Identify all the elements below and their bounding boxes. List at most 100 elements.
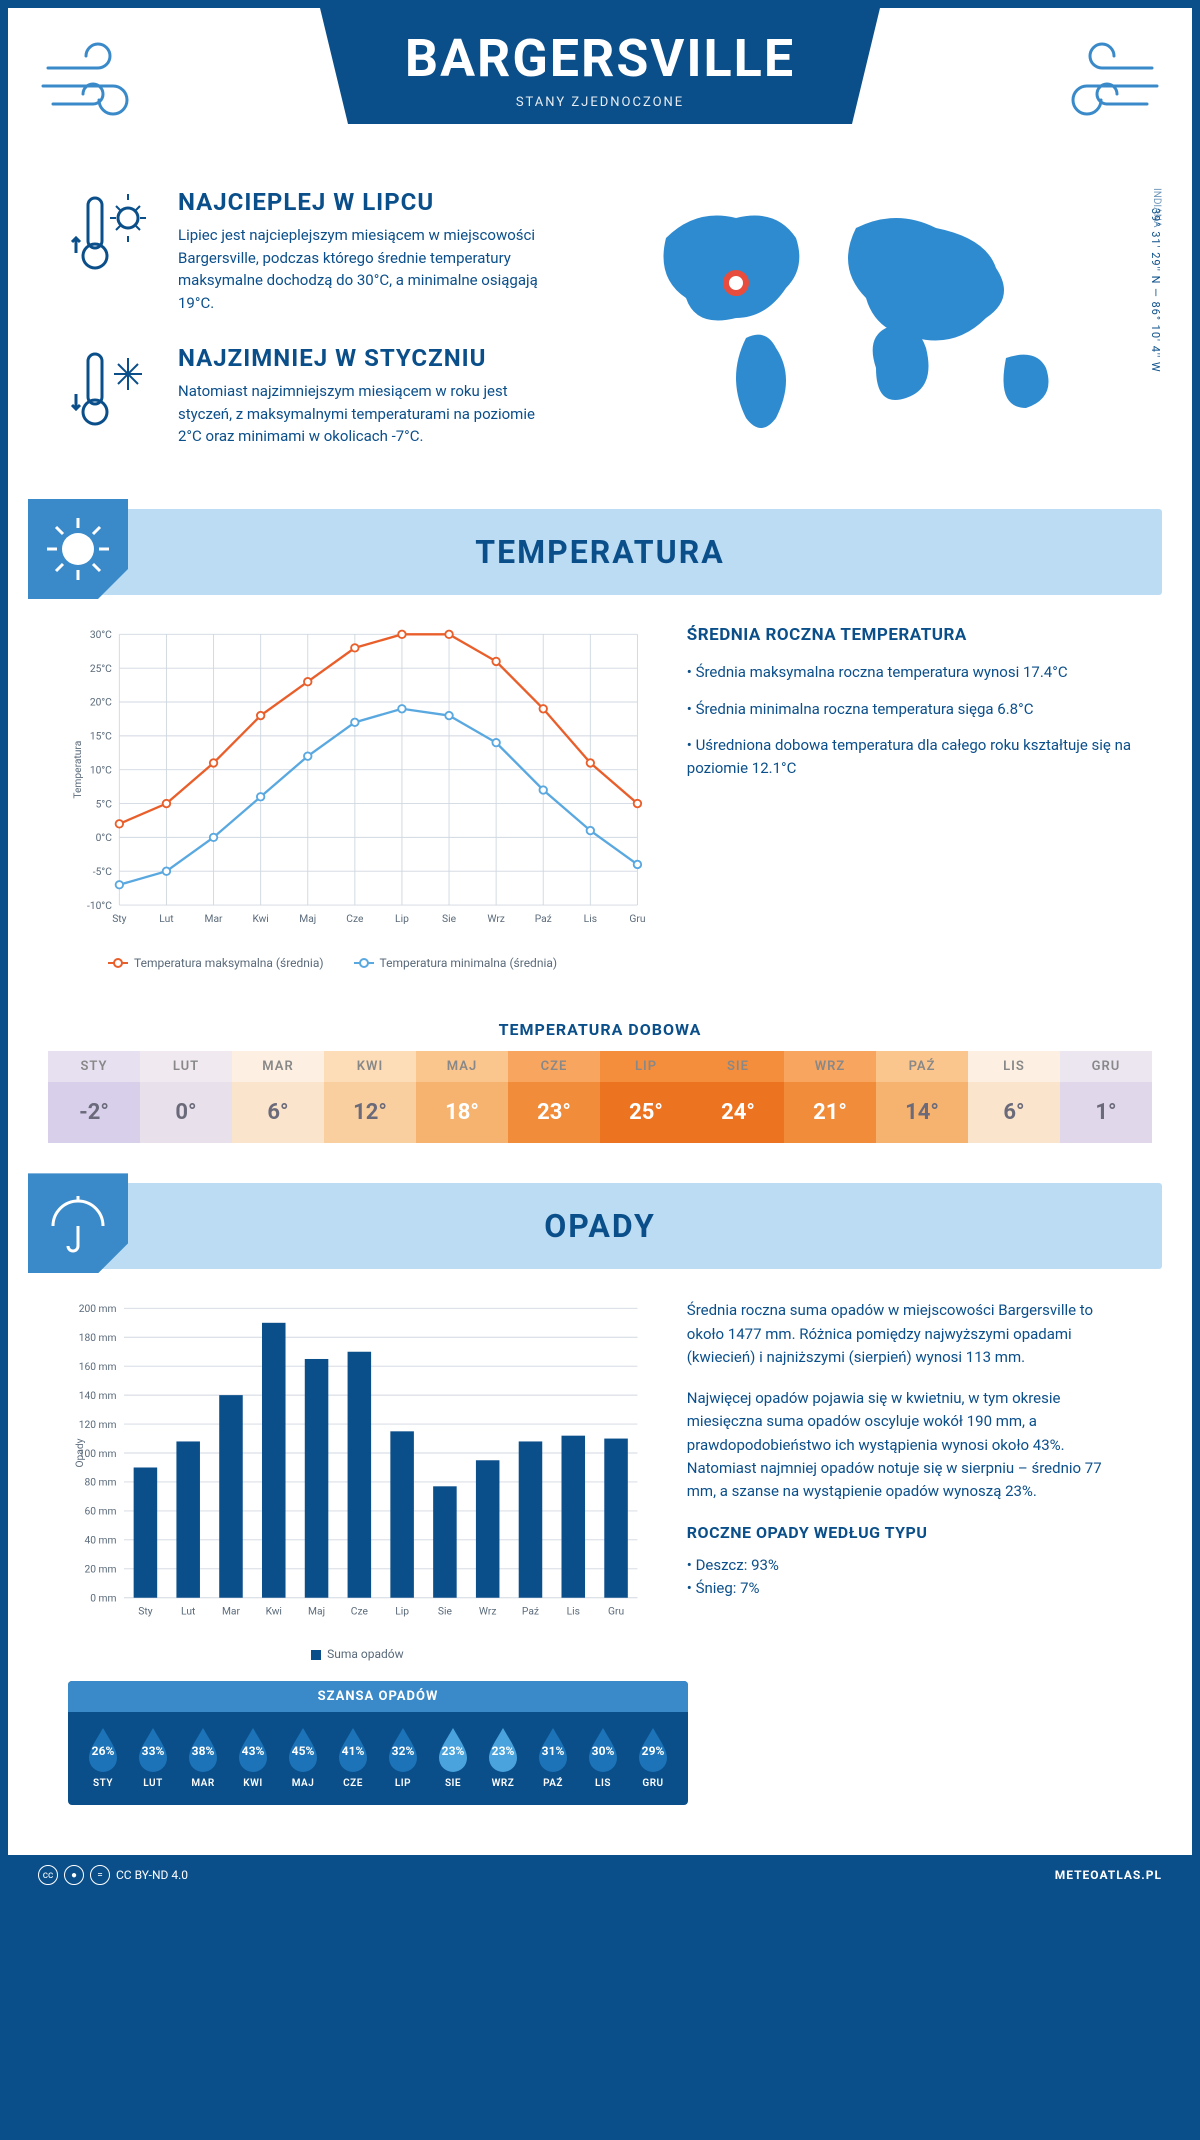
- svg-text:Sty: Sty: [138, 1605, 152, 1618]
- section-banner-temperature: TEMPERATURA: [38, 509, 1162, 595]
- svg-text:120 mm: 120 mm: [79, 1418, 117, 1431]
- chance-cell: 32% LIP: [378, 1726, 428, 1789]
- by-type-item: • Śnieg: 7%: [687, 1577, 1132, 1600]
- raindrop-icon: 26%: [85, 1726, 121, 1772]
- facts-column: NAJCIEPLEJ W LIPCU Lipiec jest najcieple…: [68, 188, 580, 479]
- by-type-item: • Deszcz: 93%: [687, 1554, 1132, 1577]
- license-text: CC BY-ND 4.0: [116, 1868, 188, 1882]
- svg-text:20 mm: 20 mm: [84, 1563, 116, 1576]
- svg-text:Mar: Mar: [205, 912, 224, 925]
- country-name: STANY ZJEDNOCZONE: [320, 95, 880, 110]
- svg-text:Lis: Lis: [584, 912, 597, 925]
- svg-text:Mar: Mar: [222, 1605, 241, 1618]
- fact-text: Lipiec jest najcieplejszym miesiącem w m…: [178, 224, 538, 314]
- svg-text:-10°C: -10°C: [87, 899, 112, 912]
- svg-text:200 mm: 200 mm: [79, 1302, 117, 1315]
- info-bullet: • Średnia minimalna roczna temperatura s…: [687, 698, 1132, 721]
- page: BARGERSVILLE STANY ZJEDNOCZONE NAJCIEPLE…: [8, 8, 1192, 1895]
- fact-title: NAJCIEPLEJ W LIPCU: [178, 188, 538, 216]
- footer: cc ● = CC BY-ND 4.0 METEOATLAS.PL: [8, 1855, 1192, 1895]
- svg-text:Wrz: Wrz: [487, 912, 505, 925]
- raindrop-icon: 45%: [285, 1726, 321, 1772]
- world-map: [620, 188, 1132, 448]
- raindrop-icon: 41%: [335, 1726, 371, 1772]
- daily-temp-table: STY-2°LUT0°MAR6°KWI12°MAJ18°CZE23°LIP25°…: [48, 1051, 1152, 1143]
- info-title: ŚREDNIA ROCZNA TEMPERATURA: [687, 625, 1132, 645]
- raindrop-icon: 23%: [435, 1726, 471, 1772]
- precip-info: Średnia roczna suma opadów w miejscowośc…: [687, 1299, 1132, 1661]
- wind-icon: [1042, 38, 1162, 148]
- precip-body: 0 mm20 mm40 mm60 mm80 mm100 mm120 mm140 …: [8, 1269, 1192, 1681]
- svg-text:Lip: Lip: [395, 1605, 409, 1618]
- chance-cell: 29% GRU: [628, 1726, 678, 1789]
- fact-title: NAJZIMNIEJ W STYCZNIU: [178, 344, 538, 372]
- coordinates: 39° 31' 29'' N — 86° 10' 4'' W: [1149, 208, 1162, 373]
- svg-text:Maj: Maj: [308, 1605, 325, 1618]
- fact-coldest: NAJZIMNIEJ W STYCZNIU Natomiast najzimni…: [68, 344, 580, 449]
- svg-text:30°C: 30°C: [90, 628, 112, 641]
- by-icon: ●: [64, 1865, 84, 1885]
- chance-cell: 23% WRZ: [478, 1726, 528, 1789]
- chance-cell: 26% STY: [78, 1726, 128, 1789]
- chance-panel: SZANSA OPADÓW 26% STY 33% LUT 38% MAR 43…: [68, 1681, 688, 1805]
- svg-text:Gru: Gru: [608, 1605, 624, 1618]
- chance-cell: 43% KWI: [228, 1726, 278, 1789]
- thermometer-sun-icon: [68, 188, 158, 314]
- chance-cell: 33% LUT: [128, 1726, 178, 1789]
- chance-cell: 38% MAR: [178, 1726, 228, 1789]
- wind-icon: [38, 38, 158, 148]
- svg-text:-5°C: -5°C: [93, 865, 112, 878]
- chance-cell: 31% PAŹ: [528, 1726, 578, 1789]
- svg-text:40 mm: 40 mm: [84, 1534, 116, 1547]
- daily-cell: WRZ21°: [784, 1051, 876, 1143]
- svg-text:20°C: 20°C: [90, 696, 112, 709]
- raindrop-icon: 31%: [535, 1726, 571, 1772]
- map-column: INDIANA 39° 31' 29'' N — 86° 10' 4'' W: [620, 188, 1132, 479]
- chance-title: SZANSA OPADÓW: [68, 1681, 688, 1712]
- info-bullet: • Uśredniona dobowa temperatura dla całe…: [687, 734, 1132, 779]
- svg-text:Lut: Lut: [159, 912, 173, 925]
- intro: NAJCIEPLEJ W LIPCU Lipiec jest najcieple…: [8, 188, 1192, 509]
- temperature-info: ŚREDNIA ROCZNA TEMPERATURA • Średnia mak…: [687, 625, 1132, 970]
- svg-text:5°C: 5°C: [96, 797, 113, 810]
- svg-text:0 mm: 0 mm: [90, 1592, 116, 1605]
- precip-text: Najwięcej opadów pojawia się w kwietniu,…: [687, 1387, 1132, 1503]
- daily-temp-title: TEMPERATURA DOBOWA: [8, 1020, 1192, 1039]
- svg-text:Lut: Lut: [181, 1605, 195, 1618]
- precip-chart-wrap: 0 mm20 mm40 mm60 mm80 mm100 mm120 mm140 …: [68, 1299, 647, 1661]
- location-marker: [726, 273, 746, 293]
- license: cc ● = CC BY-ND 4.0: [38, 1865, 188, 1885]
- svg-text:10°C: 10°C: [90, 763, 112, 776]
- daily-cell: KWI12°: [324, 1051, 416, 1143]
- svg-text:Sie: Sie: [442, 912, 457, 925]
- raindrop-icon: 30%: [585, 1726, 621, 1772]
- svg-text:Wrz: Wrz: [479, 1605, 497, 1618]
- svg-text:Cze: Cze: [346, 912, 364, 925]
- city-name: BARGERSVILLE: [320, 28, 880, 89]
- daily-cell: MAJ18°: [416, 1051, 508, 1143]
- chance-cell: 41% CZE: [328, 1726, 378, 1789]
- legend-item: Temperatura maksymalna (średnia): [108, 956, 324, 970]
- svg-text:160 mm: 160 mm: [79, 1360, 117, 1373]
- raindrop-icon: 38%: [185, 1726, 221, 1772]
- svg-text:Lis: Lis: [567, 1605, 580, 1618]
- daily-cell: SIE24°: [692, 1051, 784, 1143]
- sun-icon: [28, 499, 128, 599]
- daily-cell: STY-2°: [48, 1051, 140, 1143]
- raindrop-icon: 43%: [235, 1726, 271, 1772]
- daily-cell: MAR6°: [232, 1051, 324, 1143]
- chance-cell: 23% SIE: [428, 1726, 478, 1789]
- raindrop-icon: 32%: [385, 1726, 421, 1772]
- daily-cell: PAŹ14°: [876, 1051, 968, 1143]
- precip-bar-chart: 0 mm20 mm40 mm60 mm80 mm100 mm120 mm140 …: [68, 1299, 647, 1635]
- fact-text: Natomiast najzimniejszym miesiącem w rok…: [178, 380, 538, 448]
- temperature-legend: Temperatura maksymalna (średnia)Temperat…: [68, 956, 647, 970]
- nd-icon: =: [90, 1865, 110, 1885]
- cc-icon: cc: [38, 1865, 58, 1885]
- svg-text:Temperatura: Temperatura: [71, 740, 84, 798]
- svg-text:Cze: Cze: [351, 1605, 369, 1618]
- by-type-title: ROCZNE OPADY WEDŁUG TYPU: [687, 1521, 1132, 1546]
- fact-warmest: NAJCIEPLEJ W LIPCU Lipiec jest najcieple…: [68, 188, 580, 314]
- svg-text:Kwi: Kwi: [266, 1605, 282, 1618]
- svg-text:Kwi: Kwi: [252, 912, 268, 925]
